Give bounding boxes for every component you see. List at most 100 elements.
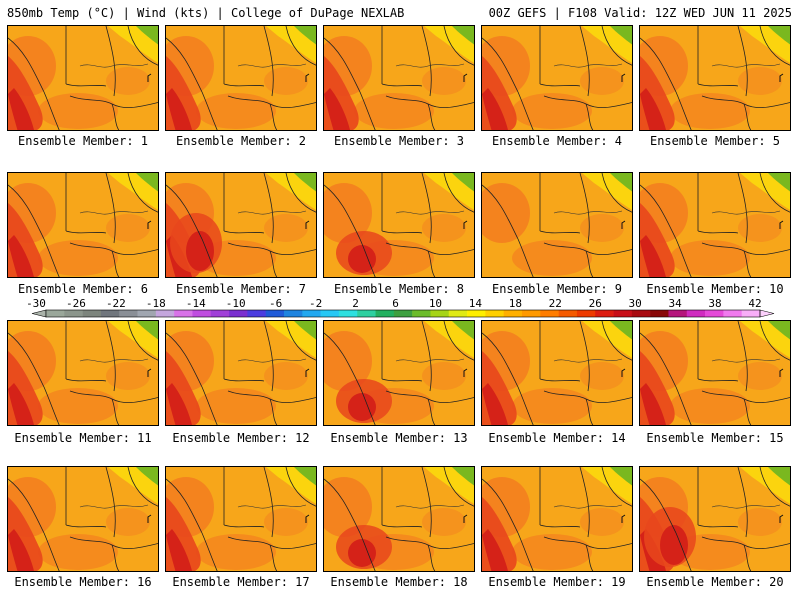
colorbar-swatch bbox=[284, 310, 303, 317]
temperature-map bbox=[324, 173, 474, 277]
ensemble-map-panel bbox=[165, 25, 317, 131]
colorbar-tick-label: -22 bbox=[106, 297, 126, 310]
ensemble-map-panel bbox=[165, 466, 317, 572]
colorbar-swatch bbox=[412, 310, 431, 317]
temperature-map bbox=[166, 467, 316, 571]
colorbar-swatch bbox=[595, 310, 614, 317]
colorbar-swatch bbox=[119, 310, 138, 317]
colorbar-swatch bbox=[631, 310, 651, 317]
ensemble-member-label: Ensemble Member: 11 bbox=[14, 431, 152, 445]
colorbar-tick-label: 14 bbox=[469, 297, 483, 310]
ensemble-member-label: Ensemble Member: 9 bbox=[491, 282, 623, 296]
ensemble-member-label: Ensemble Member: 20 bbox=[646, 575, 784, 589]
colorbar-swatch bbox=[155, 310, 175, 317]
temperature-map bbox=[640, 321, 790, 425]
colorbar-swatch bbox=[503, 310, 523, 317]
colorbar-swatch bbox=[613, 310, 633, 317]
temperature-colorbar: -30 -26 -22 -18 -14 -10 -6 -2 2 6 10 14 18 22 26 30 34 38… bbox=[26, 297, 775, 318]
ensemble-map-panel bbox=[481, 320, 633, 426]
temperature-map bbox=[482, 26, 632, 130]
colorbar-swatch bbox=[357, 310, 376, 317]
colorbar-tick-label: 34 bbox=[668, 297, 682, 310]
colorbar-swatch bbox=[247, 310, 266, 317]
colorbar-tick-label: 38 bbox=[708, 297, 721, 310]
temperature-map bbox=[324, 321, 474, 425]
colorbar-tick-label: -6 bbox=[269, 297, 282, 310]
temperature-map bbox=[324, 467, 474, 571]
ensemble-map-panel bbox=[165, 172, 317, 278]
ensemble-member-label: Ensemble Member: 7 bbox=[175, 282, 307, 296]
temperature-map bbox=[8, 467, 158, 571]
ensemble-member-label: Ensemble Member: 19 bbox=[488, 575, 626, 589]
colorbar-tick-label: 26 bbox=[589, 297, 602, 310]
ensemble-member-label: Ensemble Member: 2 bbox=[175, 134, 307, 148]
ensemble-member-label: Ensemble Member: 18 bbox=[330, 575, 468, 589]
colorbar-tick-label: 30 bbox=[629, 297, 642, 310]
colorbar-swatch bbox=[265, 310, 285, 317]
colorbar-swatch bbox=[430, 310, 450, 317]
colorbar-tick-label: -14 bbox=[186, 297, 206, 310]
ensemble-map-panel bbox=[639, 466, 791, 572]
model-run-info: 00Z GEFS | F108 Valid: 12Z WED JUN 11 20… bbox=[488, 6, 792, 20]
colorbar-swatch bbox=[375, 310, 395, 317]
colorbar-outline bbox=[45, 309, 761, 318]
ensemble-map-panel bbox=[7, 172, 159, 278]
colorbar-swatch bbox=[540, 310, 559, 317]
ensemble-map-panel bbox=[639, 320, 791, 426]
ensemble-member-label: Ensemble Member: 6 bbox=[17, 282, 149, 296]
colorbar-swatch bbox=[64, 310, 83, 317]
colorbar-swatch bbox=[576, 310, 596, 317]
ensemble-member-label: Ensemble Member: 12 bbox=[172, 431, 310, 445]
temperature-map bbox=[166, 321, 316, 425]
colorbar-swatch bbox=[210, 310, 230, 317]
colorbar-swatch bbox=[741, 310, 761, 317]
temperature-map bbox=[166, 26, 316, 130]
colorbar-tick-label: 22 bbox=[549, 297, 562, 310]
ensemble-map-panel bbox=[165, 320, 317, 426]
ensemble-member-label: Ensemble Member: 14 bbox=[488, 431, 626, 445]
colorbar-tick-label: -30 bbox=[26, 297, 46, 310]
ensemble-member-label: Ensemble Member: 17 bbox=[172, 575, 310, 589]
colorbar-swatch bbox=[522, 310, 541, 317]
colorbar-swatch bbox=[686, 310, 706, 317]
ensemble-map-panel bbox=[481, 25, 633, 131]
colorbar-swatch bbox=[705, 310, 724, 317]
colorbar-swatch bbox=[558, 310, 578, 317]
colorbar-tick-label: -10 bbox=[226, 297, 246, 310]
ensemble-map-panel bbox=[481, 466, 633, 572]
colorbar-swatch bbox=[229, 310, 248, 317]
ensemble-member-label: Ensemble Member: 15 bbox=[646, 431, 784, 445]
colorbar-swatch bbox=[100, 310, 120, 317]
ensemble-map-panel bbox=[7, 320, 159, 426]
colorbar-swatch bbox=[723, 310, 742, 317]
colorbar-right-arrow bbox=[759, 309, 775, 318]
colorbar-swatch bbox=[82, 310, 102, 317]
temperature-map bbox=[640, 467, 790, 571]
temperature-map bbox=[8, 26, 158, 130]
colorbar-tick-label: -18 bbox=[146, 297, 166, 310]
colorbar-swatch bbox=[467, 310, 486, 317]
temperature-map bbox=[324, 26, 474, 130]
temperature-map bbox=[166, 173, 316, 277]
colorbar-swatch bbox=[393, 310, 413, 317]
ensemble-map-panel bbox=[639, 172, 791, 278]
colorbar-swatch bbox=[448, 310, 468, 317]
colorbar-swatch bbox=[302, 310, 321, 317]
colorbar-tick-label: 6 bbox=[392, 297, 399, 310]
colorbar-swatch bbox=[174, 310, 193, 317]
colorbar-tick-label: 10 bbox=[429, 297, 442, 310]
colorbar-swatch bbox=[668, 310, 688, 317]
ensemble-member-label: Ensemble Member: 16 bbox=[14, 575, 152, 589]
colorbar-tick-label: 18 bbox=[509, 297, 522, 310]
ensemble-map-panel bbox=[323, 172, 475, 278]
temperature-map bbox=[8, 321, 158, 425]
ensemble-member-label: Ensemble Member: 1 bbox=[17, 134, 149, 148]
ensemble-map-panel bbox=[323, 320, 475, 426]
ensemble-map-panel bbox=[639, 25, 791, 131]
temperature-map bbox=[482, 467, 632, 571]
colorbar-swatch bbox=[46, 310, 65, 317]
ensemble-member-label: Ensemble Member: 13 bbox=[330, 431, 468, 445]
colorbar-left-arrow bbox=[31, 309, 47, 318]
ensemble-member-label: Ensemble Member: 4 bbox=[491, 134, 623, 148]
temperature-map bbox=[482, 321, 632, 425]
